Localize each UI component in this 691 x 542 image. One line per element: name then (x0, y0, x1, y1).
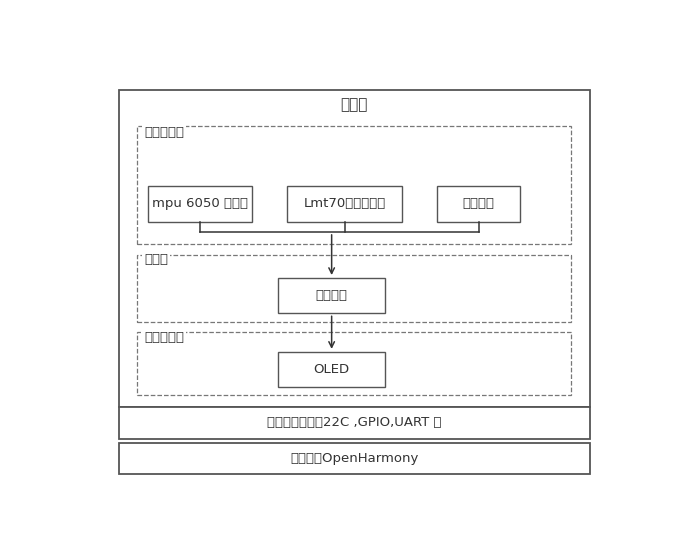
Bar (278, 352, 385, 387)
Text: mpu 6050 计步器: mpu 6050 计步器 (152, 197, 248, 210)
Bar (437, 186, 520, 222)
Bar (148, 186, 252, 222)
Text: OLED: OLED (314, 363, 350, 376)
Bar (118, 407, 589, 438)
Text: 接口层：驱动（22C ,GPIO,UART ）: 接口层：驱动（22C ,GPIO,UART ） (267, 416, 442, 429)
Bar (287, 186, 402, 222)
Bar (138, 255, 571, 322)
Bar (138, 332, 571, 395)
Text: 控制程序: 控制程序 (316, 289, 348, 302)
Text: 数据存储层: 数据存储层 (144, 331, 184, 344)
Text: 内核层：OpenHarmony: 内核层：OpenHarmony (290, 452, 418, 465)
Bar (138, 126, 571, 244)
Text: 蓝牙模块: 蓝牙模块 (463, 197, 495, 210)
Bar (118, 90, 589, 407)
Bar (118, 443, 589, 474)
Text: Lmt70温度传感器: Lmt70温度传感器 (303, 197, 386, 210)
Text: 数据交换层: 数据交换层 (144, 126, 184, 139)
Text: 应用层: 应用层 (341, 97, 368, 112)
Text: 控制层: 控制层 (144, 254, 168, 267)
Bar (278, 278, 385, 313)
